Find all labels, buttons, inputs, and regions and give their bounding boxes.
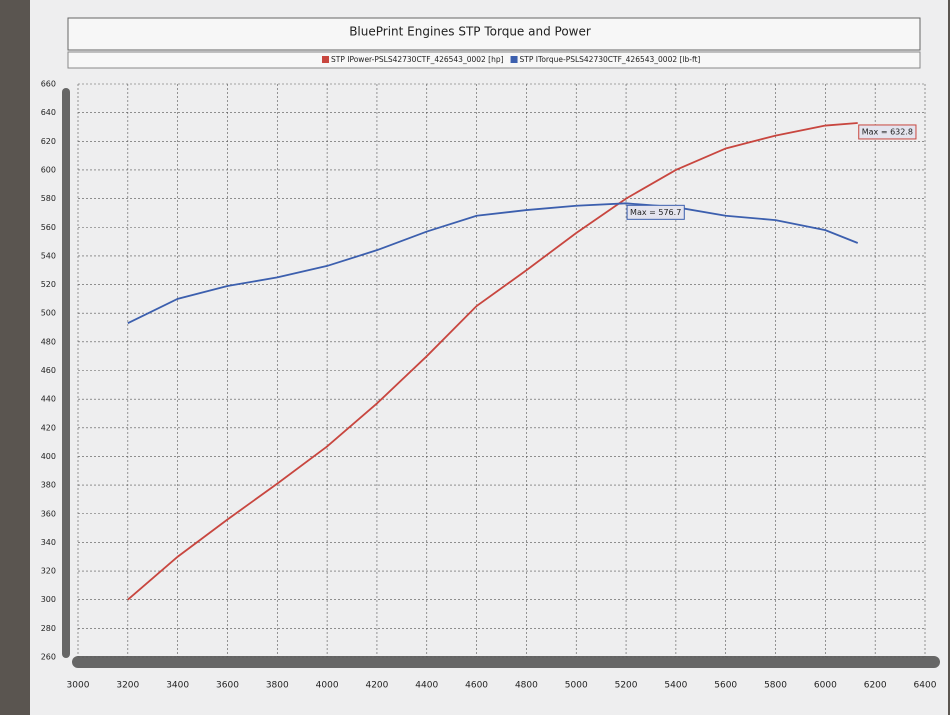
legend-box (67, 51, 921, 69)
x-tick-label: 5200 (615, 681, 638, 691)
annotation-box (626, 204, 685, 220)
x-tick-label: 3800 (266, 681, 289, 691)
annotation-box (858, 124, 917, 140)
y-tick-label: 640 (41, 108, 56, 117)
paper (30, 0, 948, 715)
series-line (127, 202, 859, 325)
x-tick-label: 6000 (814, 681, 837, 691)
x-scrollbar[interactable] (72, 656, 940, 668)
x-tick-label: 3200 (116, 681, 139, 691)
y-tick-label: 340 (41, 538, 56, 547)
x-tick-label: 5400 (664, 681, 687, 691)
y-tick-label: 620 (41, 137, 56, 146)
legend-label: STP ITorque-PSLS42730CTF_426543_0002 [lb… (520, 55, 701, 64)
x-tick-label: 5800 (764, 681, 787, 691)
x-tick-label: 4800 (515, 681, 538, 691)
x-tick-label: 6400 (914, 681, 937, 691)
y-tick-label: 440 (41, 395, 56, 404)
series-line (127, 122, 858, 601)
y-tick-label: 320 (41, 567, 56, 576)
max-annotation: Max = 576.7 (630, 208, 681, 217)
y-tick-label: 480 (41, 337, 56, 346)
x-tick-label: 5600 (714, 681, 737, 691)
x-tick-label: 5000 (565, 681, 588, 691)
x-tick-label: 3400 (166, 681, 189, 691)
x-tick-label: 6200 (864, 681, 887, 691)
y-tick-label: 400 (41, 452, 56, 461)
y-tick-label: 280 (41, 624, 56, 633)
y-tick-label: 500 (41, 309, 56, 318)
chart-title: BluePrint Engines STP Torque and Power (349, 25, 591, 39)
y-tick-label: 420 (41, 423, 56, 432)
legend-swatch (510, 56, 518, 63)
y-tick-label: 360 (41, 509, 56, 518)
y-tick-label: 660 (41, 80, 56, 89)
y-tick-label: 260 (41, 653, 56, 662)
y-tick-label: 560 (41, 223, 56, 232)
x-tick-label: 4000 (316, 681, 339, 691)
y-tick-label: 380 (41, 481, 56, 490)
legend-label: STP IPower-PSLS42730CTF_426543_0002 [hp] (331, 55, 504, 64)
max-annotation: Max = 632.8 (862, 127, 913, 136)
legend-swatch (322, 56, 329, 63)
y-tick-label: 600 (41, 165, 56, 174)
y-scrollbar[interactable] (62, 88, 70, 658)
x-tick-label: 3000 (67, 681, 90, 691)
x-tick-label: 3600 (216, 681, 239, 691)
y-tick-label: 520 (41, 280, 56, 289)
y-tick-label: 540 (41, 251, 56, 260)
x-tick-label: 4200 (365, 681, 388, 691)
y-tick-label: 300 (41, 595, 56, 604)
x-tick-label: 4600 (465, 681, 488, 691)
x-tick-label: 4400 (415, 681, 438, 691)
y-tick-label: 460 (41, 366, 56, 375)
title-box (67, 17, 921, 51)
y-tick-label: 580 (41, 194, 56, 203)
